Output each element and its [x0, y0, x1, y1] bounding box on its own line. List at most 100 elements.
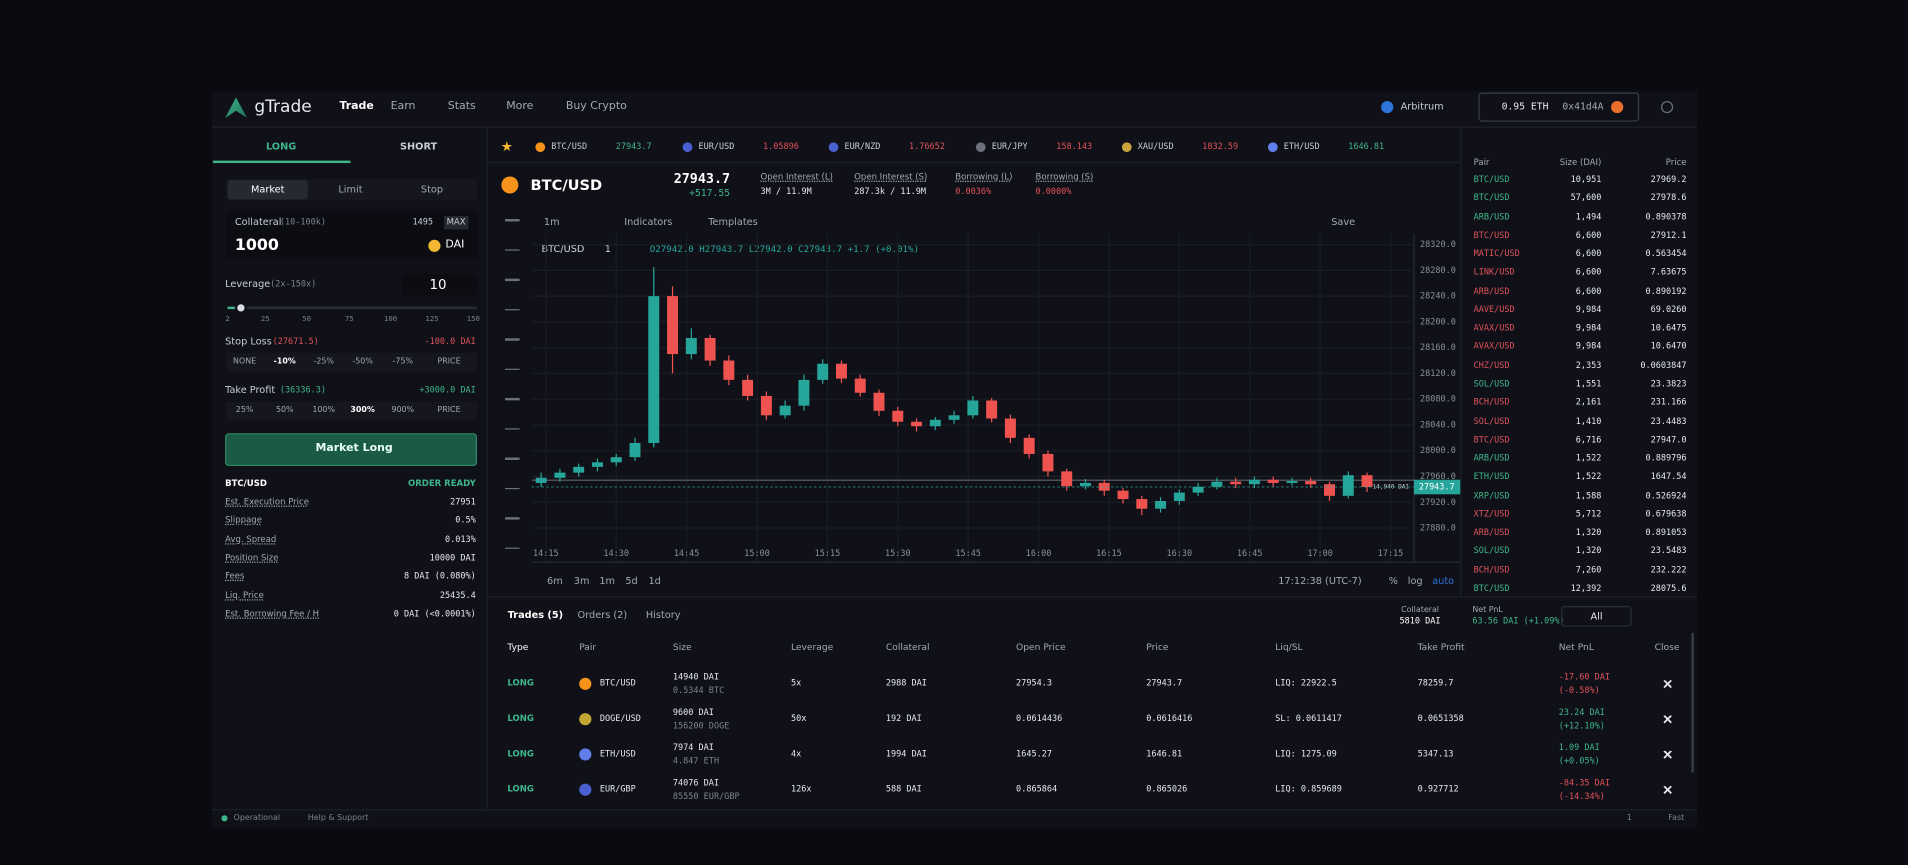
sl-option[interactable]: -75%: [392, 356, 413, 366]
filter-box[interactable]: [1561, 605, 1632, 627]
toolbar-indicators[interactable]: Indicators: [624, 216, 673, 228]
market-button[interactable]: [225, 433, 478, 467]
ticker-pair[interactable]: ETH/USD: [1283, 141, 1320, 152]
side-tab[interactable]: SHORT: [400, 141, 438, 153]
book-pair[interactable]: SOL/USD: [1473, 379, 1510, 389]
nav-link[interactable]: Buy Crypto: [565, 100, 627, 113]
range-button[interactable]: 6m: [547, 575, 563, 587]
tp-option[interactable]: 900%: [391, 404, 415, 415]
scale-option[interactable]: auto: [1432, 575, 1455, 587]
order-type[interactable]: Market: [250, 183, 285, 195]
side-tab[interactable]: LONG: [265, 141, 297, 153]
drawing-tool[interactable]: [504, 308, 520, 311]
drawing-tool[interactable]: [504, 457, 520, 460]
toolbar-interval[interactable]: 1m: [543, 216, 560, 228]
range-button[interactable]: 3m: [573, 575, 590, 587]
book-pair[interactable]: SOL/USD: [1473, 546, 1510, 556]
book-pair[interactable]: AAVE/USD: [1473, 304, 1515, 315]
drawing-tool[interactable]: [504, 248, 520, 251]
network[interactable]: Arbitrum: [1400, 100, 1444, 112]
drawing-tool[interactable]: [504, 546, 520, 549]
book-pair[interactable]: ARB/USD: [1473, 527, 1510, 538]
nav-link[interactable]: More: [506, 100, 534, 113]
slider-knob[interactable]: [234, 301, 248, 314]
ticker-pair[interactable]: EUR/NZD: [844, 141, 881, 152]
scale-option[interactable]: %: [1388, 575, 1398, 587]
book-pair[interactable]: BTC/USD: [1473, 230, 1510, 241]
book-pair[interactable]: ARB/USD: [1473, 211, 1510, 222]
drawing-tool[interactable]: [504, 338, 520, 341]
drawing-tool[interactable]: [504, 487, 520, 490]
book-pair[interactable]: CHZ/USD: [1473, 360, 1510, 371]
sl-option[interactable]: NONE: [233, 356, 257, 366]
tp-option[interactable]: 25%: [235, 404, 254, 415]
book-pair[interactable]: BCH/USD: [1473, 564, 1510, 575]
book-pair[interactable]: BTC/USD: [1473, 174, 1510, 185]
book-pair[interactable]: BTC/USD: [1473, 434, 1510, 445]
drawing-tool[interactable]: [504, 219, 520, 221]
trades-header[interactable]: Type: [507, 641, 529, 653]
drawing-tool[interactable]: [504, 427, 520, 430]
trade-pair[interactable]: ETH/USD: [599, 748, 636, 759]
book-pair[interactable]: LINK/USD: [1473, 267, 1515, 278]
book-pair[interactable]: AVAX/USD: [1473, 323, 1515, 333]
book-pair[interactable]: SOL/USD: [1473, 416, 1510, 426]
drawing-tool[interactable]: [504, 278, 520, 281]
book-pair[interactable]: MATIC/USD: [1473, 248, 1520, 259]
trades-tab[interactable]: Trades (5): [507, 609, 564, 621]
nav-link[interactable]: Trade: [339, 100, 374, 113]
trade-pair[interactable]: DOGE/USD: [599, 713, 641, 724]
range-button[interactable]: 5d: [625, 575, 638, 587]
collateral-amount[interactable]: 1000: [234, 236, 279, 255]
ticker-pair[interactable]: EUR/USD: [698, 141, 735, 152]
book-pair[interactable]: BTC/USD: [1473, 193, 1510, 203]
tp-option[interactable]: 100%: [312, 404, 335, 415]
tp-option[interactable]: 50%: [275, 404, 294, 415]
book-pair[interactable]: ARB/USD: [1473, 453, 1510, 464]
footer-help[interactable]: Help & Support: [307, 812, 369, 823]
max-button[interactable]: MAX: [444, 215, 469, 230]
close-button[interactable]: [1663, 679, 1672, 689]
close-button[interactable]: [1663, 785, 1672, 794]
settings-icon[interactable]: [1660, 100, 1674, 114]
candle-body: [967, 400, 979, 416]
toolbar-templates[interactable]: Templates: [708, 216, 758, 228]
book-pair[interactable]: XTZ/USD: [1473, 509, 1510, 519]
ticker-pair[interactable]: XAU/USD: [1137, 141, 1174, 152]
close-button[interactable]: [1663, 714, 1672, 724]
order-type-selected[interactable]: [227, 180, 308, 200]
book-pair[interactable]: ETH/USD: [1473, 471, 1510, 482]
leverage-value[interactable]: 10: [429, 276, 447, 293]
order-type[interactable]: Stop: [420, 183, 444, 195]
sl-option[interactable]: -25%: [313, 356, 334, 366]
trade-pair[interactable]: EUR/GBP: [599, 784, 636, 794]
chart-pair[interactable]: BTC/USD: [530, 176, 603, 194]
trades-tab[interactable]: Orders (2): [577, 609, 628, 621]
book-pair[interactable]: AVAX/USD: [1473, 341, 1515, 352]
scale-option[interactable]: log: [1407, 575, 1423, 587]
sl-option[interactable]: -50%: [352, 356, 373, 366]
ticker-pair[interactable]: EUR/JPY: [991, 141, 1028, 152]
drawing-tool[interactable]: [504, 517, 520, 519]
ticker-pair[interactable]: BTC/USD: [551, 141, 588, 152]
order-type[interactable]: Limit: [338, 183, 363, 195]
book-pair[interactable]: BCH/USD: [1473, 397, 1510, 408]
toolbar-save[interactable]: Save: [1331, 216, 1356, 228]
nav-link[interactable]: Earn: [390, 100, 416, 113]
book-pair[interactable]: XRP/USD: [1473, 490, 1510, 501]
sl-option[interactable]: -10%: [273, 356, 296, 366]
wallet-box[interactable]: [1478, 92, 1640, 122]
nav-link[interactable]: Stats: [447, 100, 476, 113]
trades-tab[interactable]: History: [645, 609, 681, 621]
book-pair[interactable]: BTC/USD: [1473, 583, 1510, 594]
range-button[interactable]: 1m: [599, 575, 616, 587]
drawing-tool[interactable]: [504, 397, 520, 400]
sl-option[interactable]: PRICE: [437, 356, 461, 366]
drawing-tool[interactable]: [504, 368, 520, 370]
tp-option[interactable]: PRICE: [437, 404, 461, 415]
close-button[interactable]: [1663, 750, 1672, 759]
book-pair[interactable]: ARB/USD: [1473, 286, 1510, 296]
range-button[interactable]: 1d: [648, 575, 661, 587]
trade-pair[interactable]: BTC/USD: [599, 678, 636, 689]
tp-option[interactable]: 300%: [350, 404, 375, 415]
